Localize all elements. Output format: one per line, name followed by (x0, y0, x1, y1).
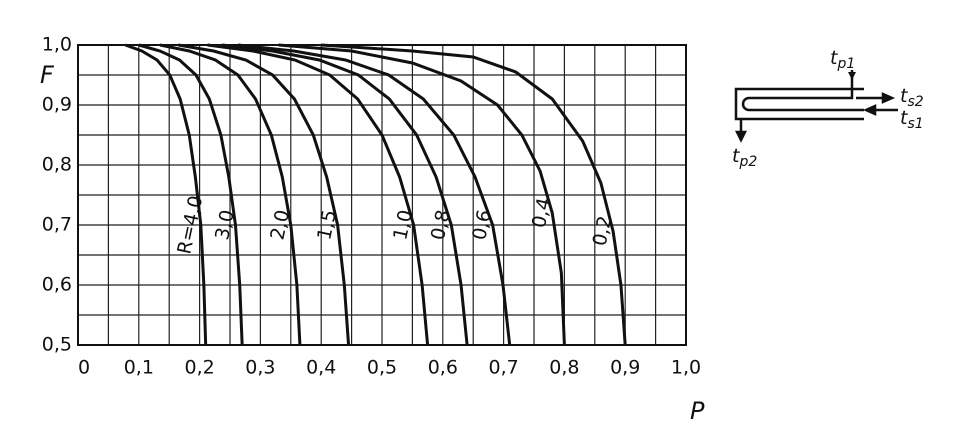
diagram-label: tp1 (830, 47, 855, 73)
diagram-label: ts2 (900, 85, 924, 111)
x-tick-label: 0,5 (367, 357, 397, 379)
curve (207, 43, 430, 346)
series-label: 0,2 (589, 214, 617, 248)
label-base: t (900, 107, 909, 129)
curve (278, 43, 566, 346)
label-sub: p1 (836, 56, 855, 72)
x-axis-label: P (690, 397, 705, 425)
x-tick-label: 0,1 (124, 357, 154, 379)
y-tick-label: 1,0 (42, 34, 72, 56)
series-label: 0,8 (427, 208, 455, 242)
y-tick-label: 0,6 (42, 274, 72, 296)
curve (159, 43, 302, 346)
curve (221, 43, 469, 346)
label-sub: s1 (907, 116, 923, 132)
x-tick-label: 0,2 (184, 357, 214, 379)
y-axis-label: F (40, 61, 55, 89)
x-tick-label: 0,8 (549, 357, 579, 379)
x-tick-label: 0,3 (245, 357, 275, 379)
series-label: 2,0 (266, 208, 294, 242)
label-base: t (900, 85, 909, 107)
series-label: 0,6 (468, 208, 496, 242)
label-sub: p2 (738, 154, 757, 170)
curve (321, 43, 627, 346)
y-tick-label: 0,5 (42, 334, 72, 356)
series-label: 3,0 (211, 208, 239, 242)
x-tick-label: 1,0 (671, 357, 701, 379)
curve (178, 43, 351, 346)
diagram-label: tp2 (732, 145, 757, 171)
y-tick-label: 0,7 (42, 214, 72, 236)
x-tick-label: 0,4 (306, 357, 336, 379)
x-tick-label: 0 (78, 357, 90, 379)
plot-frame (77, 44, 687, 346)
x-tick-label: 0,6 (428, 357, 458, 379)
y-tick-label: 0,9 (42, 94, 72, 116)
diagram-label: ts1 (900, 107, 924, 133)
x-tick-label: 0,7 (488, 357, 518, 379)
label-sub: s2 (907, 94, 923, 110)
curve (237, 43, 512, 346)
curve (138, 43, 244, 346)
x-tick-label: 0,9 (610, 357, 640, 379)
y-tick-label: 0,8 (42, 154, 72, 176)
curve (124, 43, 208, 346)
series-label: 1,5 (313, 208, 341, 242)
exchanger-diagram: tp1 ts2 ts1 tp2 (732, 47, 924, 171)
label-base: t (732, 145, 741, 167)
label-base: t (830, 47, 839, 69)
